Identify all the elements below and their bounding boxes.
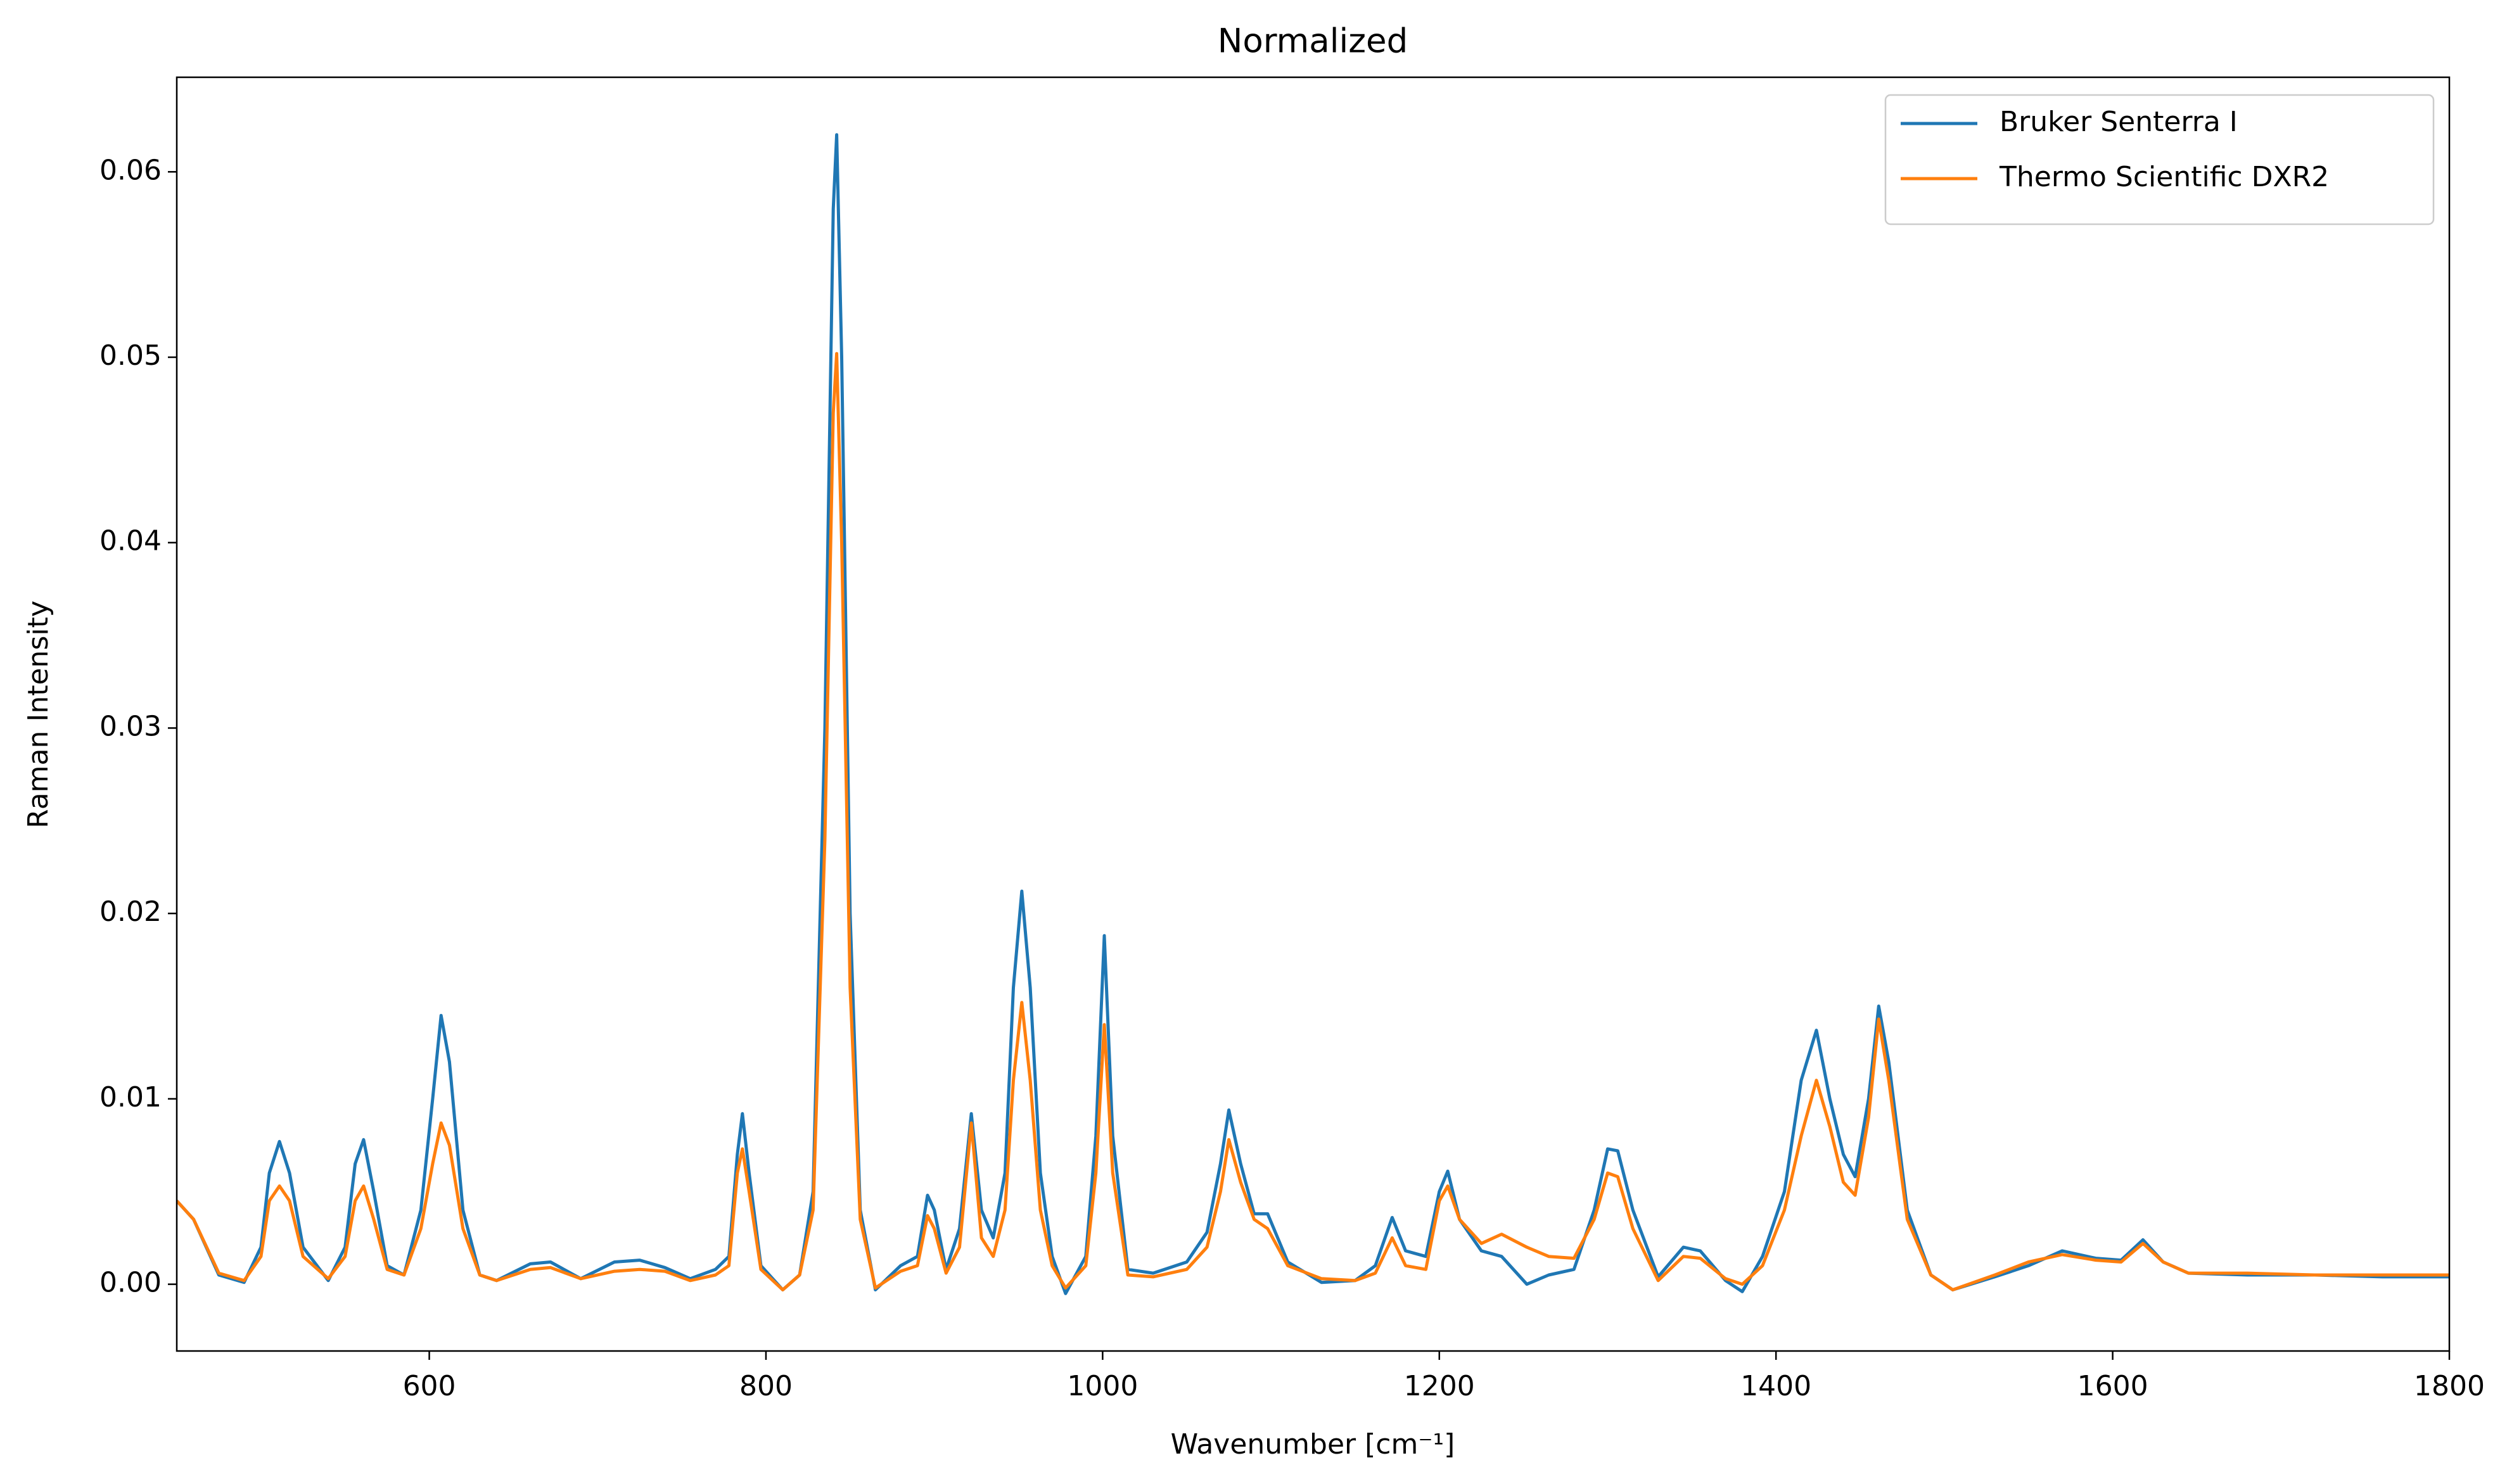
- chart-title: Normalized: [1218, 22, 1408, 61]
- y-axis-label: Raman Intensity: [22, 600, 54, 828]
- y-tick-label: 0.04: [99, 525, 162, 557]
- y-tick-label: 0.01: [99, 1081, 162, 1113]
- y-tick-label: 0.05: [99, 339, 162, 372]
- y-tick-label: 0.00: [99, 1267, 162, 1299]
- x-tick-label: 1400: [1740, 1370, 1811, 1402]
- x-tick-label: 1000: [1067, 1370, 1138, 1402]
- legend-label: Thermo Scientific DXR2: [1999, 161, 2329, 193]
- y-tick-label: 0.06: [99, 154, 162, 186]
- x-tick-label: 800: [739, 1370, 793, 1402]
- legend-box: [1884, 94, 2435, 225]
- x-tick-label: 1800: [2414, 1370, 2485, 1402]
- x-tick-label: 600: [403, 1370, 456, 1402]
- plot-frame: [175, 76, 2451, 1352]
- x-tick-label: 1200: [1404, 1370, 1475, 1402]
- x-axis-label: Wavenumber [cm⁻¹]: [1171, 1428, 1455, 1461]
- y-tick-label: 0.03: [99, 710, 162, 742]
- legend-label: Bruker Senterra I: [2000, 106, 2238, 138]
- x-tick-label: 1600: [2077, 1370, 2148, 1402]
- series-line: [177, 133, 2449, 1295]
- y-tick-label: 0.02: [99, 896, 162, 928]
- series-line: [177, 352, 2449, 1291]
